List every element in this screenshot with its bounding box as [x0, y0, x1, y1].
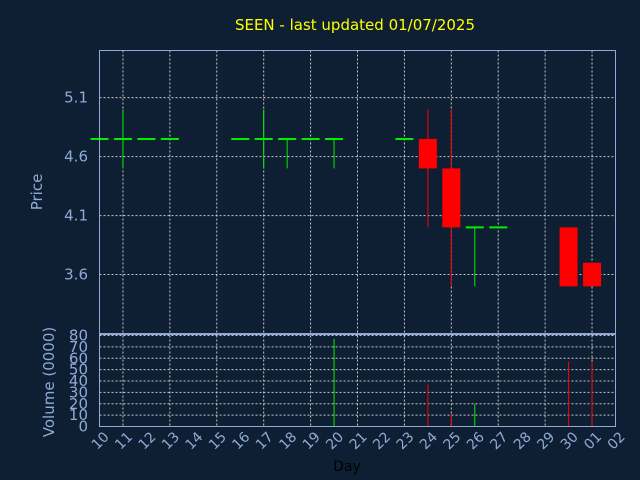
candle-body: [583, 262, 602, 287]
day-x-tick-label: 13: [159, 429, 183, 453]
day-x-tick-label: 15: [206, 429, 230, 453]
price-y-tick-label: 4.6: [64, 148, 88, 166]
day-x-ticks: 10 11 12 13 14 15 16 17 18 19 20 21 22 23 24 25 26 27 28 29…: [89, 429, 629, 453]
candle-body: [559, 227, 578, 287]
day-x-tick-label: 23: [394, 429, 418, 453]
day-x-tick-label: 27: [487, 429, 511, 453]
price-y-tick-label: 4.1: [64, 207, 88, 225]
day-x-tick-label: 02: [605, 429, 629, 453]
volume-y-tick-label: 30: [69, 383, 88, 401]
day-x-tick-label: 30: [558, 429, 582, 453]
price-panel-frame: [99, 50, 616, 334]
price-y-tick-label: 3.6: [64, 266, 88, 284]
day-x-tick-label: 29: [534, 429, 558, 453]
volume-panel-frame: [99, 334, 616, 427]
day-x-tick-label: 19: [300, 429, 324, 453]
volume-y-tick-label: 70: [69, 338, 88, 356]
day-x-tick-label: 28: [511, 429, 535, 453]
volume-bars: [333, 338, 593, 427]
day-x-tick-label: 18: [276, 429, 300, 453]
day-x-tick-label: 01: [581, 429, 605, 453]
day-x-tick-label: 24: [417, 429, 441, 453]
day-x-tick-label: 11: [112, 429, 136, 453]
x-axis-label: Day: [333, 459, 361, 475]
day-x-tick-label: 10: [89, 429, 113, 453]
price-y-ticks: 5.1 4.6 4.1 3.6: [64, 89, 88, 284]
day-x-tick-label: 14: [183, 429, 207, 453]
day-x-tick-label: 16: [229, 429, 253, 453]
day-x-tick-label: 17: [253, 429, 277, 453]
volume-y-tick-label: 50: [69, 361, 88, 379]
candle-body: [418, 138, 437, 169]
price-y-tick-label: 5.1: [64, 89, 88, 107]
day-x-tick-label: 12: [136, 429, 160, 453]
price-gridlines: [99, 50, 616, 334]
day-x-tick-label: 26: [464, 429, 488, 453]
volume-y-tick-label: 10: [69, 406, 88, 424]
candle-body: [442, 168, 461, 228]
day-x-tick-label: 21: [347, 429, 371, 453]
price-axis-label: Price: [28, 174, 46, 211]
day-x-tick-label: 22: [370, 429, 394, 453]
volume-y-tick-label: 0: [78, 418, 88, 436]
volume-y-tick-label: 20: [69, 395, 88, 413]
volume-gridlines: [99, 335, 616, 427]
volume-axis-label: Volume (0000): [40, 327, 58, 437]
chart-title: SEEN - last updated 01/07/2025: [235, 16, 475, 34]
day-x-tick-label: 25: [441, 429, 465, 453]
volume-y-tick-label: 80: [69, 327, 88, 345]
volume-y-tick-label: 40: [69, 372, 88, 390]
volume-y-tick-label: 60: [69, 349, 88, 367]
price-candles: [90, 109, 602, 287]
day-x-tick-label: 20: [323, 429, 347, 453]
